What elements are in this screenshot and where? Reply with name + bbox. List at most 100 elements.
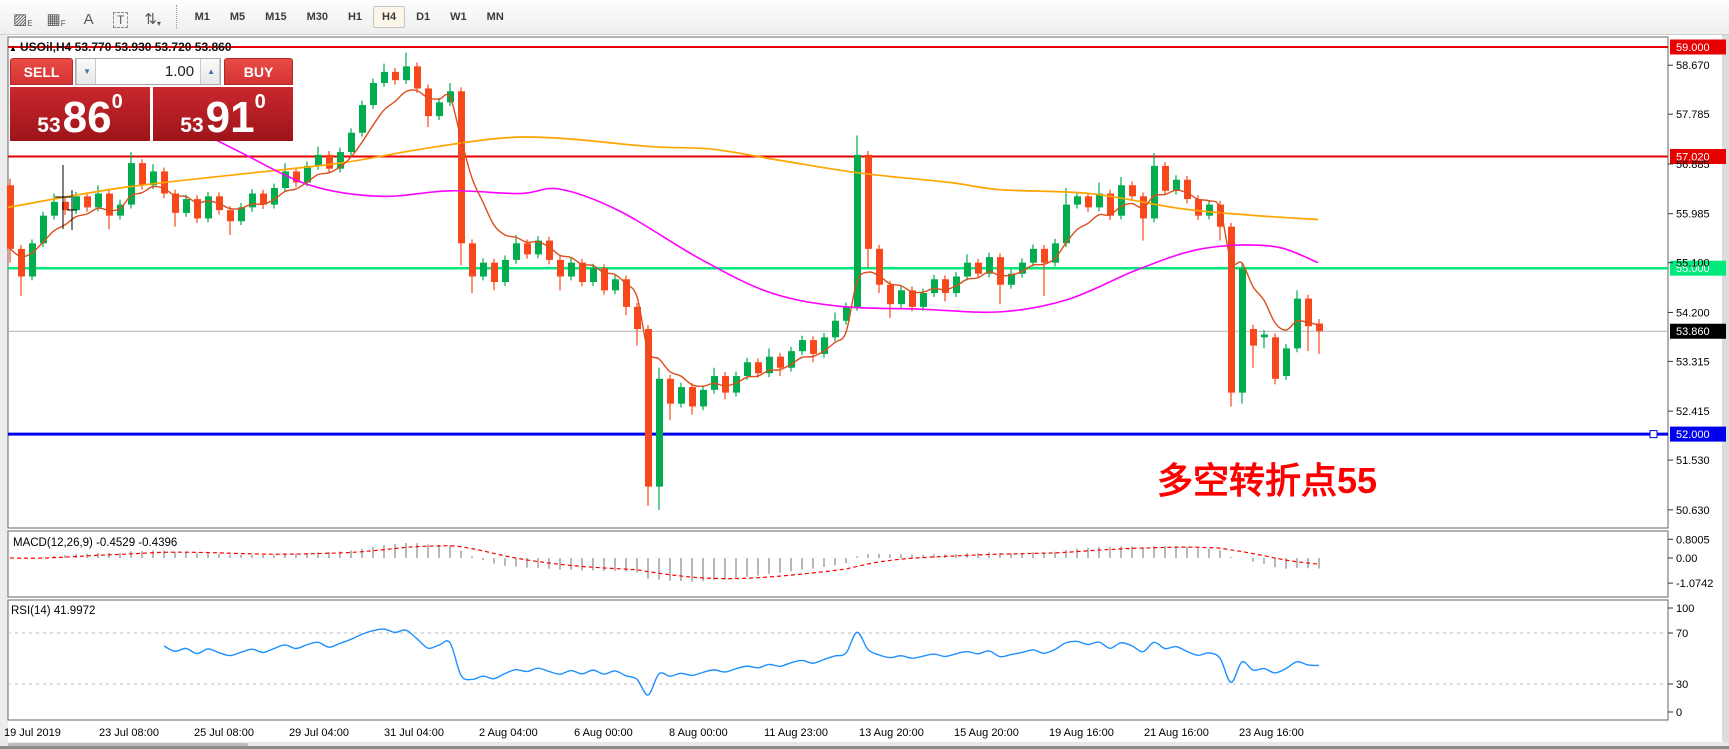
candle-body xyxy=(238,207,245,222)
svg-text:53.315: 53.315 xyxy=(1676,356,1710,368)
candle-body xyxy=(777,356,784,368)
svg-text:19 Jul 2019: 19 Jul 2019 xyxy=(4,727,61,739)
candle-body xyxy=(73,196,80,211)
candle-body xyxy=(150,171,157,186)
timeframe-D1[interactable]: D1 xyxy=(407,6,439,28)
candle-body xyxy=(117,204,124,216)
svg-text:6 Aug 00:00: 6 Aug 00:00 xyxy=(574,727,633,739)
candle-body xyxy=(436,102,443,117)
timeframe-W1[interactable]: W1 xyxy=(441,6,476,28)
volume-increase-button[interactable]: ▲ xyxy=(200,59,221,84)
candle-body xyxy=(139,163,146,186)
ma-mid-line xyxy=(169,115,1319,314)
svg-text:55.000: 55.000 xyxy=(1676,263,1710,275)
svg-text:0: 0 xyxy=(1676,707,1682,719)
candle-body xyxy=(524,243,531,255)
candle-body xyxy=(634,306,641,330)
timeframe-H4[interactable]: H4 xyxy=(373,6,406,28)
candle-body xyxy=(590,268,597,283)
sell-button[interactable]: SELL xyxy=(10,58,74,85)
price-axis: 58.670 57.785 56.885 55.985 55.100 54.200 53.3… xyxy=(1668,60,1710,517)
candle-body xyxy=(1272,337,1279,379)
chart-title: USOil,H4 53.770 53.930 53.720 53.860 xyxy=(20,40,232,54)
candle-body xyxy=(942,279,949,294)
candle-body xyxy=(315,154,322,166)
svg-text:51.530: 51.530 xyxy=(1676,455,1710,467)
candle-body xyxy=(953,276,960,294)
svg-text:21 Aug 16:00: 21 Aug 16:00 xyxy=(1144,727,1209,739)
candle-body xyxy=(1206,204,1213,216)
candle-body xyxy=(458,91,465,244)
candle-body xyxy=(1019,262,1026,274)
buy-button[interactable]: BUY xyxy=(224,58,293,85)
fibonacci-tool-icon[interactable]: ▦ F xyxy=(43,4,70,30)
timeframe-H1[interactable]: H1 xyxy=(339,6,371,28)
svg-text:55.985: 55.985 xyxy=(1676,209,1710,221)
timeframe-M30[interactable]: M30 xyxy=(298,6,337,28)
candle-body xyxy=(623,279,630,307)
level-lines[interactable]: 59.000 57.020 55.000 52.000 53.860 xyxy=(8,39,1726,442)
candle-body xyxy=(172,193,179,213)
candle-body xyxy=(282,171,289,189)
candle-body xyxy=(1294,298,1301,349)
candle-body xyxy=(84,196,91,208)
candle-body xyxy=(293,171,300,183)
candle-body xyxy=(1217,204,1224,227)
candle-body xyxy=(381,71,388,83)
svg-text:0.8005: 0.8005 xyxy=(1676,534,1710,546)
macd-indicator: 0.8005 0.00 -1.0742 MACD(12,26,9) -0.4529 -… xyxy=(9,534,1713,590)
volume-input[interactable] xyxy=(96,59,201,84)
candle-body xyxy=(403,66,410,81)
candle-body xyxy=(51,201,58,216)
svg-text:57.020: 57.020 xyxy=(1676,151,1710,163)
svg-text:54.200: 54.200 xyxy=(1676,307,1710,319)
svg-text:19 Aug 16:00: 19 Aug 16:00 xyxy=(1049,727,1114,739)
candle-body xyxy=(7,185,14,249)
candle-body xyxy=(546,240,553,260)
candle-body xyxy=(1283,348,1290,377)
h-scrollbar-track[interactable] xyxy=(0,742,1729,749)
candle-body xyxy=(469,243,476,277)
rsi-indicator: 100 70 30 0 RSI(14) 41.9972 xyxy=(8,603,1694,719)
candle-body xyxy=(1261,334,1268,338)
candle-body xyxy=(271,188,278,205)
timeframe-M1[interactable]: M1 xyxy=(186,6,219,28)
ellipse-tool-icon[interactable]: ▨ E xyxy=(9,4,37,30)
sell-price-big: 86 xyxy=(62,92,112,142)
candle-body xyxy=(645,329,652,487)
svg-text:2 Aug 04:00: 2 Aug 04:00 xyxy=(479,727,538,739)
candle-body xyxy=(95,193,102,208)
candle-body xyxy=(1129,185,1136,197)
buy-price-big: 91 xyxy=(205,92,255,142)
candle-body xyxy=(326,154,333,169)
buy-price-quote[interactable]: 53 91 0 xyxy=(153,87,293,141)
candle-body xyxy=(1052,243,1059,263)
macd-panel xyxy=(7,530,1669,598)
arrows-tool-icon[interactable]: ⇅ ▾ xyxy=(140,4,166,30)
candle-body xyxy=(799,340,806,352)
candle-body xyxy=(392,71,399,81)
candle-body xyxy=(502,259,509,283)
timeframe-M15[interactable]: M15 xyxy=(256,6,295,28)
label-tool-icon[interactable]: T xyxy=(108,4,134,30)
candle-body xyxy=(931,279,938,294)
svg-text:56.885: 56.885 xyxy=(1676,159,1710,171)
candle-body xyxy=(854,154,861,307)
candle-body xyxy=(1041,248,1048,263)
sell-price-quote[interactable]: 53 86 0 xyxy=(10,87,150,141)
svg-text:50.630: 50.630 xyxy=(1676,505,1710,517)
svg-text:31 Jul 04:00: 31 Jul 04:00 xyxy=(384,727,444,739)
candle-body xyxy=(29,243,36,277)
text-tool-icon[interactable]: A xyxy=(76,4,102,30)
timeframe-M5[interactable]: M5 xyxy=(221,6,254,28)
candle-body xyxy=(249,193,256,208)
timeframe-buttons: M1 M5 M15 M30 H1 H4 D1 W1 MN xyxy=(185,6,514,28)
candle-body xyxy=(1008,273,1015,285)
timeframe-MN[interactable]: MN xyxy=(478,6,513,28)
candle-body xyxy=(887,284,894,305)
svg-text:23 Aug 16:00: 23 Aug 16:00 xyxy=(1239,727,1304,739)
sell-price-sup: 0 xyxy=(111,91,123,113)
volume-decrease-button[interactable]: ▼ xyxy=(76,59,97,84)
candle-body xyxy=(1250,329,1257,346)
candle-body xyxy=(964,262,971,277)
